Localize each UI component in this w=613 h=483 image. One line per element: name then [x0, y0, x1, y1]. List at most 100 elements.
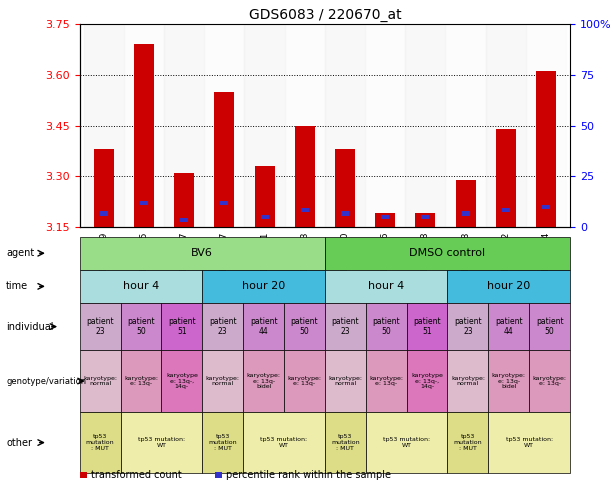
Text: karyotype:
e: 13q-: karyotype: e: 13q- [533, 376, 566, 386]
Bar [215, 92, 234, 227]
Bar [284, 24, 325, 227]
FancyBboxPatch shape [325, 270, 447, 303]
FancyBboxPatch shape [447, 412, 489, 473]
Text: karyotype:
e: 13q-: karyotype: e: 13q- [287, 376, 321, 386]
Text: individual: individual [6, 322, 53, 332]
Bar [421, 215, 429, 219]
Bar [100, 212, 108, 215]
FancyBboxPatch shape [284, 350, 325, 412]
FancyBboxPatch shape [366, 412, 447, 473]
FancyBboxPatch shape [406, 303, 447, 350]
FancyBboxPatch shape [80, 270, 202, 303]
Bar [335, 149, 355, 227]
FancyBboxPatch shape [243, 350, 284, 412]
Text: patient
23: patient 23 [332, 317, 359, 336]
FancyBboxPatch shape [202, 303, 243, 350]
Text: other: other [6, 438, 32, 448]
Text: karyotype:
normal: karyotype: normal [451, 376, 485, 386]
Text: time: time [6, 282, 28, 291]
FancyBboxPatch shape [366, 350, 406, 412]
FancyBboxPatch shape [366, 303, 406, 350]
Bar [301, 208, 309, 212]
FancyBboxPatch shape [121, 412, 202, 473]
FancyBboxPatch shape [161, 303, 202, 350]
FancyBboxPatch shape [161, 350, 202, 412]
FancyBboxPatch shape [80, 303, 121, 350]
Text: hour 4: hour 4 [123, 282, 159, 291]
FancyBboxPatch shape [489, 412, 570, 473]
Text: percentile rank within the sample: percentile rank within the sample [226, 470, 390, 480]
Bar [84, 24, 124, 227]
Bar [180, 218, 188, 222]
Text: patient
44: patient 44 [495, 317, 523, 336]
Text: karyotype
e: 13q-,
14q-: karyotype e: 13q-, 14q- [166, 373, 198, 389]
Text: karyotype:
e: 13q-: karyotype: e: 13q- [124, 376, 158, 386]
Bar [536, 71, 556, 227]
FancyBboxPatch shape [202, 350, 243, 412]
Text: tp53
mutation
: MUT: tp53 mutation : MUT [331, 434, 360, 451]
Bar [455, 180, 476, 227]
Text: tp53
mutation
: MUT: tp53 mutation : MUT [86, 434, 115, 451]
Bar [462, 212, 470, 215]
FancyBboxPatch shape [243, 412, 325, 473]
Text: DMSO control: DMSO control [409, 248, 485, 258]
Text: karyotype:
normal: karyotype: normal [83, 376, 117, 386]
Bar [245, 24, 284, 227]
Bar [94, 149, 114, 227]
FancyBboxPatch shape [80, 237, 325, 270]
Bar [325, 24, 365, 227]
Text: genotype/variation: genotype/variation [6, 377, 86, 385]
Text: karyotype
e: 13q-,
14q-: karyotype e: 13q-, 14q- [411, 373, 443, 389]
Bar [341, 212, 349, 215]
Text: karyotype:
e: 13q-
bidel: karyotype: e: 13q- bidel [492, 373, 526, 389]
FancyBboxPatch shape [489, 350, 529, 412]
Bar [502, 208, 510, 212]
Bar [204, 24, 245, 227]
Text: patient
50: patient 50 [536, 317, 563, 336]
FancyBboxPatch shape [325, 303, 366, 350]
FancyBboxPatch shape [489, 303, 529, 350]
Bar [174, 173, 194, 227]
Bar [496, 129, 516, 227]
Text: patient
50: patient 50 [291, 317, 318, 336]
Bar [124, 24, 164, 227]
FancyBboxPatch shape [406, 350, 447, 412]
Title: GDS6083 / 220670_at: GDS6083 / 220670_at [249, 8, 401, 22]
Text: tp53
mutation
: MUT: tp53 mutation : MUT [208, 434, 237, 451]
FancyBboxPatch shape [447, 350, 489, 412]
Text: karyotype:
normal: karyotype: normal [206, 376, 240, 386]
FancyBboxPatch shape [447, 270, 570, 303]
Bar [416, 213, 435, 227]
FancyBboxPatch shape [202, 270, 325, 303]
Text: patient
23: patient 23 [454, 317, 482, 336]
FancyBboxPatch shape [80, 412, 121, 473]
Text: karyotype:
e: 13q-
bidel: karyotype: e: 13q- bidel [246, 373, 281, 389]
FancyBboxPatch shape [325, 237, 570, 270]
Bar [164, 24, 204, 227]
Text: karyotype:
normal: karyotype: normal [329, 376, 362, 386]
Text: agent: agent [6, 248, 34, 258]
Text: tp53 mutation:
WT: tp53 mutation: WT [506, 437, 553, 448]
Bar [405, 24, 446, 227]
Text: tp53
mutation
: MUT: tp53 mutation : MUT [454, 434, 482, 451]
FancyBboxPatch shape [529, 350, 570, 412]
FancyBboxPatch shape [121, 350, 161, 412]
Bar [365, 24, 405, 227]
Bar [485, 24, 526, 227]
Text: patient
51: patient 51 [168, 317, 196, 336]
Text: tp53 mutation:
WT: tp53 mutation: WT [383, 437, 430, 448]
FancyBboxPatch shape [447, 303, 489, 350]
Text: patient
50: patient 50 [372, 317, 400, 336]
FancyBboxPatch shape [243, 303, 284, 350]
Bar [542, 205, 550, 209]
Text: patient
50: patient 50 [127, 317, 155, 336]
Text: hour 20: hour 20 [487, 282, 530, 291]
FancyBboxPatch shape [121, 303, 161, 350]
Bar [375, 213, 395, 227]
FancyBboxPatch shape [284, 303, 325, 350]
Text: karyotype:
e: 13q-: karyotype: e: 13q- [369, 376, 403, 386]
FancyBboxPatch shape [325, 350, 366, 412]
Bar [140, 201, 148, 205]
Text: transformed count: transformed count [91, 470, 181, 480]
Bar [134, 44, 154, 227]
